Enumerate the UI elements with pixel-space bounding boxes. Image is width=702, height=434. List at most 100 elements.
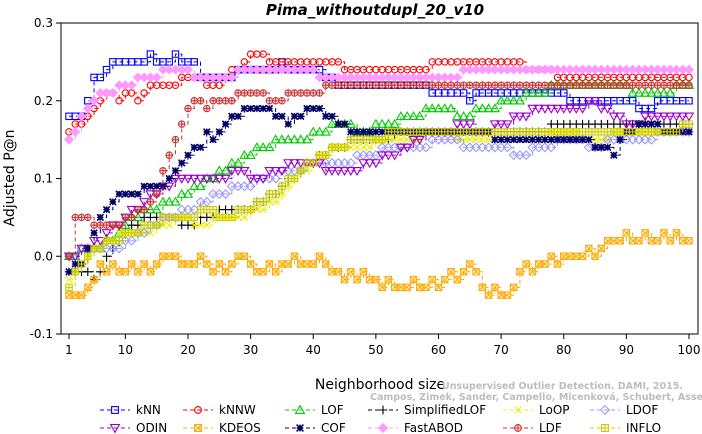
data-point xyxy=(441,275,449,284)
data-point xyxy=(171,81,180,89)
x-tick-label: 20 xyxy=(180,343,195,357)
data-point xyxy=(270,166,281,177)
data-point xyxy=(232,166,244,177)
data-point xyxy=(189,180,200,191)
data-point xyxy=(521,87,532,97)
data-point xyxy=(209,268,217,276)
data-point xyxy=(215,128,224,136)
data-point xyxy=(359,135,368,144)
data-point xyxy=(484,291,493,299)
data-point xyxy=(589,97,601,107)
data-point xyxy=(666,236,674,245)
data-point xyxy=(90,275,98,284)
data-point xyxy=(441,81,449,89)
data-point xyxy=(234,89,242,97)
data-point xyxy=(591,136,599,144)
data-point xyxy=(447,81,455,89)
data-point xyxy=(65,268,73,276)
data-point xyxy=(265,260,274,268)
data-point xyxy=(84,252,92,260)
legend-item-loop: LoOP xyxy=(503,403,570,417)
data-point xyxy=(184,104,192,113)
data-point xyxy=(215,260,224,268)
data-point xyxy=(228,213,236,222)
data-point xyxy=(453,81,462,89)
data-point xyxy=(603,81,612,89)
data-point xyxy=(597,136,605,144)
data-point xyxy=(672,128,681,136)
data-point xyxy=(340,81,349,89)
data-point xyxy=(209,135,217,144)
data-point xyxy=(115,190,123,198)
data-point xyxy=(553,260,562,268)
legend-label: ODIN xyxy=(136,421,167,434)
data-point xyxy=(635,236,643,245)
data-point xyxy=(502,142,513,153)
data-point xyxy=(71,268,80,276)
data-point xyxy=(559,89,568,97)
data-point xyxy=(646,112,657,122)
data-point xyxy=(121,268,130,276)
data-point xyxy=(466,260,474,268)
data-point xyxy=(658,112,670,122)
data-point xyxy=(96,73,105,82)
data-point xyxy=(309,159,317,167)
data-point xyxy=(353,128,361,136)
legend-item-ldf: LDF xyxy=(503,421,562,434)
data-point xyxy=(114,243,125,254)
data-point xyxy=(278,112,286,121)
data-point xyxy=(497,81,505,89)
data-point xyxy=(176,188,187,198)
data-point xyxy=(652,87,663,97)
data-point xyxy=(234,112,242,121)
data-point xyxy=(390,81,399,89)
data-point xyxy=(466,136,474,144)
data-point xyxy=(195,180,206,191)
data-point xyxy=(334,81,343,89)
data-point xyxy=(289,134,300,144)
data-point xyxy=(414,135,425,145)
data-point xyxy=(508,95,519,105)
data-point xyxy=(572,135,581,144)
data-point xyxy=(177,159,186,167)
data-point xyxy=(571,104,582,114)
data-point xyxy=(403,283,411,292)
data-point xyxy=(96,244,105,253)
data-point xyxy=(653,81,662,89)
data-point xyxy=(70,126,81,137)
data-point xyxy=(359,128,368,136)
data-point xyxy=(591,128,599,136)
data-point xyxy=(83,267,92,276)
data-point xyxy=(522,135,530,144)
data-point xyxy=(646,87,657,97)
data-point xyxy=(284,260,292,268)
data-point xyxy=(196,143,205,152)
data-point xyxy=(127,213,136,222)
data-point xyxy=(516,81,524,89)
data-point xyxy=(190,143,199,152)
data-point xyxy=(516,128,524,136)
data-point xyxy=(314,126,325,136)
data-point xyxy=(196,97,205,105)
data-point xyxy=(290,252,299,260)
data-point xyxy=(159,182,167,191)
data-point xyxy=(251,142,263,152)
data-point xyxy=(257,142,269,152)
data-point xyxy=(445,103,457,113)
data-point xyxy=(315,104,324,113)
data-point xyxy=(82,103,93,114)
data-point xyxy=(259,206,267,214)
data-point xyxy=(333,166,344,177)
data-point xyxy=(672,81,681,89)
data-point xyxy=(284,182,292,190)
data-point xyxy=(347,81,355,89)
data-point xyxy=(221,268,230,276)
data-point xyxy=(284,120,292,128)
data-point xyxy=(90,229,98,237)
legend-item-inflo: INFLO xyxy=(590,421,661,434)
x-tick-label: 80 xyxy=(556,343,571,357)
data-point xyxy=(616,81,624,89)
data-point xyxy=(195,174,206,184)
data-point xyxy=(309,260,317,268)
x-tick-label: 50 xyxy=(368,343,383,357)
